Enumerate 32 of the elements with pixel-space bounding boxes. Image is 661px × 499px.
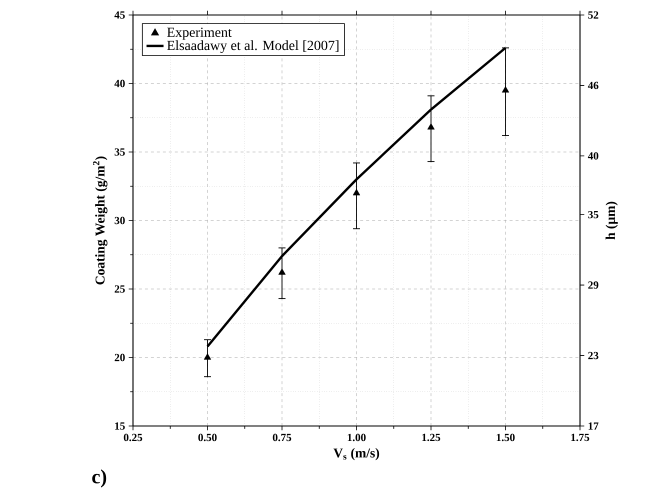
point bbox=[204, 353, 212, 360]
x-tick-label: 1.75 bbox=[571, 434, 590, 442]
y2-axis-title: h (µm) bbox=[606, 202, 618, 240]
y-tick-label: 20 bbox=[114, 354, 125, 362]
x-axis-title: V$_{s}$ (m/s) bbox=[333, 448, 380, 460]
y2-tick-label: 23 bbox=[588, 352, 598, 360]
y-tick-label: 45 bbox=[114, 11, 125, 19]
y-tick-label: 35 bbox=[114, 148, 125, 156]
legend-label: Experiment bbox=[167, 28, 232, 40]
x-tick-label: 0.25 bbox=[124, 434, 142, 442]
text: c) bbox=[92, 469, 106, 488]
legend-label: Elsaadawy et al. Model [2007] bbox=[167, 40, 338, 54]
y-tick-label: 30 bbox=[114, 216, 125, 224]
y2-tick-label: 40 bbox=[588, 152, 598, 160]
y-tick-label: 15 bbox=[115, 422, 125, 430]
x-tick-label: 1.50 bbox=[496, 434, 515, 442]
y2-tick-label: 46 bbox=[588, 82, 598, 90]
y2-tick-label: 29 bbox=[588, 281, 598, 289]
y-axis-title: Coating Weight (g/m$^{2}$) bbox=[93, 156, 108, 284]
point bbox=[278, 268, 286, 275]
point bbox=[502, 86, 510, 93]
y-tick-label: 40 bbox=[114, 80, 125, 88]
y2-tick-label: 52 bbox=[588, 11, 598, 19]
x-tick-label: 1.25 bbox=[422, 434, 440, 442]
point bbox=[352, 188, 360, 196]
y-tick-label: 25 bbox=[114, 285, 125, 293]
y2-tick-label: 17 bbox=[588, 422, 598, 430]
x-tick-label: 0.50 bbox=[198, 434, 217, 442]
y2-tick-label: 35 bbox=[588, 210, 598, 218]
point bbox=[427, 123, 435, 130]
x-tick-label: 1.00 bbox=[348, 434, 366, 442]
x-tick-label: 0.75 bbox=[272, 434, 292, 442]
